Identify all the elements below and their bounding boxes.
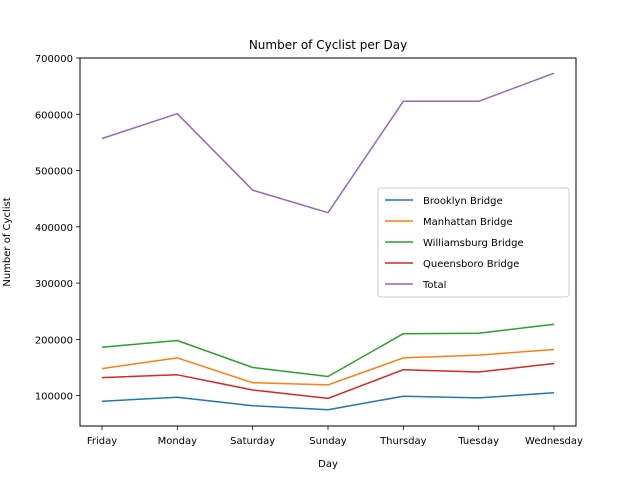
series-line-williamsburg-bridge (101, 323, 555, 378)
y-axis: 100000 200000 300000 400000 500000 600000 7000… (35, 54, 80, 403)
y-axis-label: Number of Cyclist (2, 197, 13, 286)
y-tick-label: 500000 (35, 167, 73, 178)
series-line-brooklyn-bridge (101, 392, 555, 411)
x-axis-label: Day (318, 459, 338, 470)
y-tick-label: 400000 (35, 223, 73, 234)
y-tick-label: 600000 (35, 110, 73, 121)
y-tick-label: 200000 (35, 335, 73, 346)
chart-title: Number of Cyclist per Day (249, 38, 407, 52)
x-tick-label: Wednesday (525, 436, 583, 447)
legend: Brooklyn Bridge Manhattan Bridge Williamsb… (377, 187, 570, 298)
legend-label: Manhattan Bridge (423, 217, 513, 228)
x-tick-label: Monday (158, 436, 198, 447)
y-tick-label: 100000 (35, 392, 73, 403)
legend-label: Brooklyn Bridge (423, 196, 503, 207)
x-axis: Friday Monday Saturday Sunday Thursday Tuesda… (87, 426, 583, 447)
legend-label: Queensboro Bridge (423, 259, 519, 270)
x-tick-label: Friday (87, 436, 117, 447)
series-layer (101, 72, 555, 411)
legend-label: Total (422, 280, 446, 291)
y-tick-label: 300000 (35, 279, 73, 290)
y-tick-label: 700000 (35, 54, 73, 65)
legend-box (377, 187, 570, 298)
x-tick-label: Sunday (309, 436, 346, 447)
series-line-queensboro-bridge (101, 362, 555, 400)
x-tick-label: Thursday (379, 436, 427, 447)
series-line-manhattan-bridge (101, 348, 555, 386)
x-tick-label: Tuesday (457, 436, 499, 447)
series-line-total (101, 72, 555, 214)
x-tick-label: Saturday (230, 436, 275, 447)
legend-label: Williamsburg Bridge (423, 238, 524, 249)
